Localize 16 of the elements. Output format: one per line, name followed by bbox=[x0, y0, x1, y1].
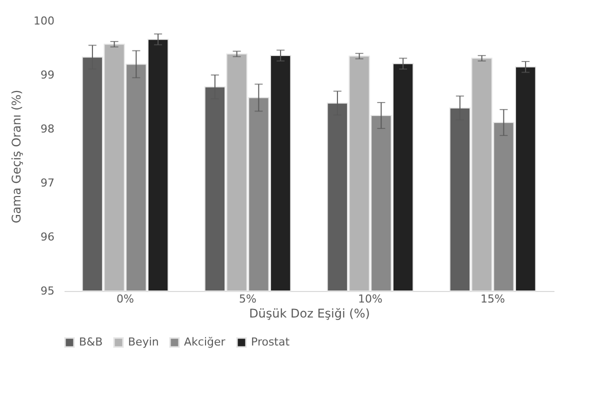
y-tick-label: 96 bbox=[40, 230, 54, 244]
legend-label: Akciğer bbox=[184, 336, 226, 349]
x-tick-label: 5% bbox=[239, 292, 256, 306]
x-tick-label: 10% bbox=[358, 292, 382, 306]
legend-label: B&B bbox=[79, 336, 103, 349]
y-tick-label: 97 bbox=[40, 176, 54, 190]
x-tick-label: 15% bbox=[480, 292, 505, 306]
y-tick-label: 98 bbox=[40, 122, 54, 136]
y-axis-title: Gama Geçiş Oranı (%) bbox=[10, 90, 24, 224]
x-axis-title: Düşük Doz Eşiği (%) bbox=[249, 306, 370, 320]
legend-label: Prostat bbox=[251, 336, 290, 349]
y-tick-label: 95 bbox=[40, 284, 54, 298]
y-tick-label: 100 bbox=[34, 14, 54, 28]
legend-label: Beyin bbox=[128, 336, 159, 349]
y-tick-label: 99 bbox=[40, 68, 54, 82]
x-tick-label: 0% bbox=[116, 292, 134, 306]
